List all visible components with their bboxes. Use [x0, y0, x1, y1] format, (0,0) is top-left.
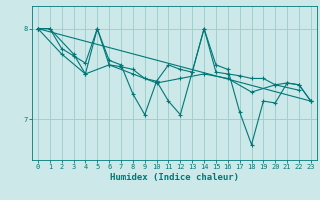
X-axis label: Humidex (Indice chaleur): Humidex (Indice chaleur): [110, 173, 239, 182]
